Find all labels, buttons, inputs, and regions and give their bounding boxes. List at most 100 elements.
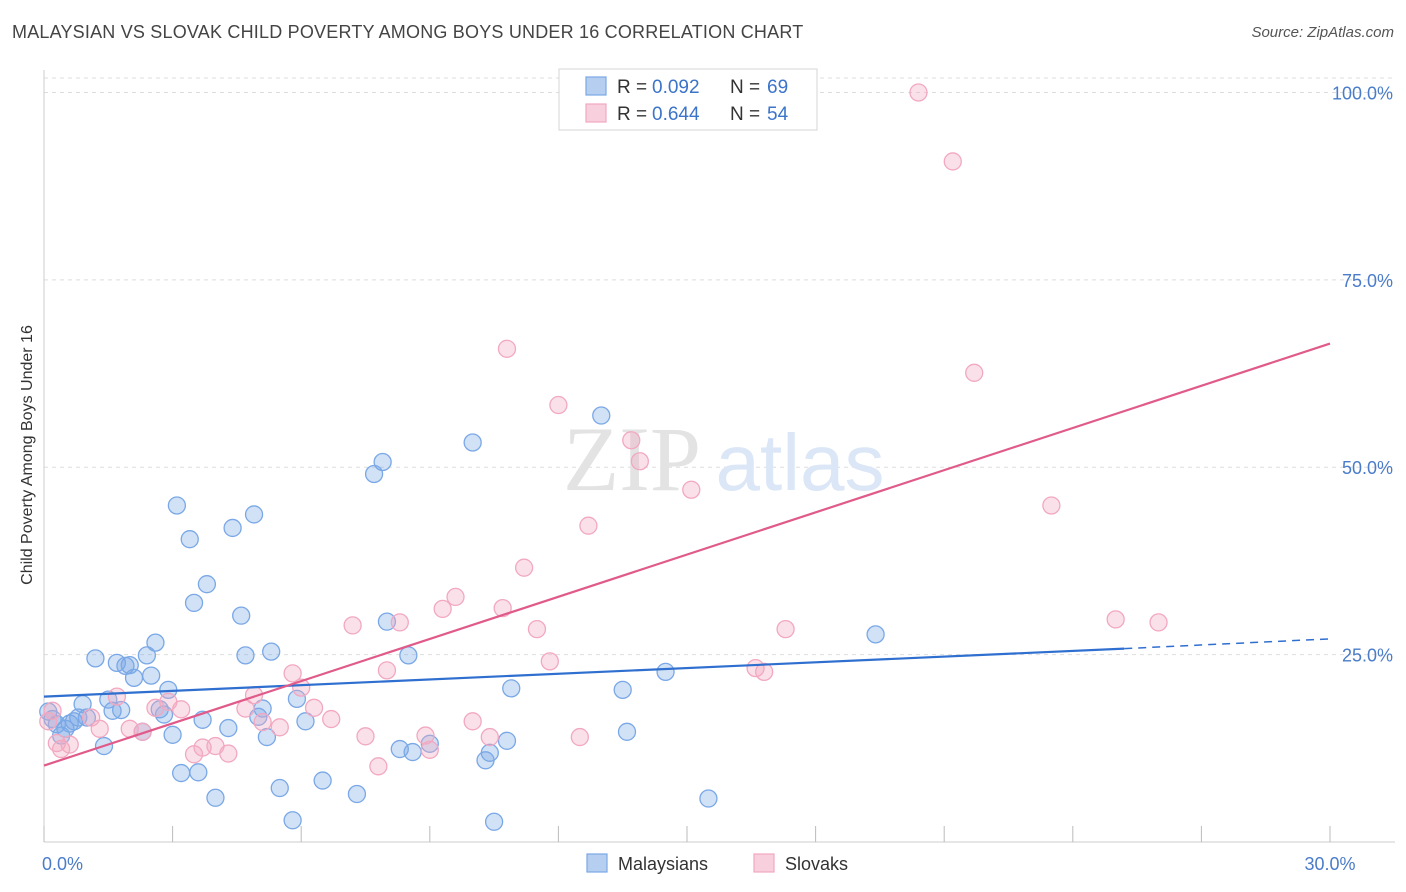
malaysian-point (497, 731, 517, 750)
malaysian-point (219, 718, 238, 738)
malaysian-point (180, 530, 199, 549)
bottom-legend-label: Malaysians (618, 854, 708, 874)
malaysian-point (617, 722, 637, 741)
axes (43, 70, 1395, 843)
malaysian-trend-extension (1124, 638, 1331, 650)
slovak-point (579, 516, 598, 535)
malaysian-point (232, 606, 251, 625)
slovak-point (909, 83, 928, 102)
bottom-legend: Malaysians Slovaks (586, 853, 848, 874)
x-tick-label: 0.0% (42, 854, 83, 874)
chart-title: MALAYSIAN VS SLOVAK CHILD POVERTY AMONG … (12, 22, 804, 42)
slovak-point (1042, 496, 1061, 515)
malaysian-point (373, 452, 392, 472)
slovak-point (107, 687, 127, 706)
slovak-point (622, 431, 641, 450)
legend-swatch (585, 76, 607, 96)
slovak-point (433, 599, 452, 619)
malaysian-point (167, 496, 187, 515)
malaysian-point (197, 575, 217, 594)
legend-n-label: N = (730, 77, 760, 98)
series-slovaks (39, 83, 1168, 776)
slovak-point (549, 395, 568, 415)
slovak-point (343, 616, 362, 635)
malaysian-point (137, 646, 157, 665)
slovak-point (420, 740, 439, 759)
malaysian-point (347, 784, 367, 804)
slovak-point (43, 701, 62, 720)
malaysian-point (77, 708, 97, 727)
slovak-point (527, 619, 547, 639)
malaysian-point (172, 763, 191, 783)
malaysian-point (86, 649, 105, 668)
trend-lines (43, 342, 1331, 767)
slovak-point (965, 363, 984, 382)
malaysian-point (184, 593, 204, 613)
legend-swatch (585, 103, 607, 123)
malaysian-point (244, 505, 264, 524)
slovak-point (322, 709, 341, 729)
malaysian-point (480, 743, 499, 762)
malaysian-point (656, 662, 675, 682)
malaysian-point (283, 811, 302, 830)
tick-labels: 25.0% 50.0% 75.0% 100.0% 0.0% 30.0% (42, 83, 1393, 874)
watermark-atlas: atlas (716, 418, 885, 507)
y-tick-label: 25.0% (1342, 646, 1393, 666)
series-layer (39, 83, 1168, 831)
slovak-point (1106, 610, 1125, 629)
watermark: ZIP atlas (563, 408, 884, 510)
slovak-point (390, 613, 409, 632)
legend: R = 0.092 N = 69 R = 0.644 N = 54 (558, 68, 818, 131)
slovak-point (540, 652, 559, 671)
slovak-point (39, 712, 58, 731)
y-tick-label: 50.0% (1342, 458, 1393, 478)
slovak-point (480, 727, 499, 747)
slovak-point (570, 727, 589, 747)
slovak-point (446, 587, 465, 607)
malaysian-point (613, 680, 632, 699)
slovak-point (219, 744, 238, 763)
slovak-point (133, 722, 152, 741)
malaysian-point (124, 668, 144, 688)
slovak-point (270, 718, 289, 737)
slovak-point (1149, 613, 1168, 632)
slovak-point (630, 452, 649, 471)
gridlines (44, 77, 1395, 656)
malaysian-point (223, 518, 242, 538)
slovak-point (514, 558, 534, 577)
legend-n-value: 69 (767, 77, 788, 98)
malaysian-point (142, 666, 161, 685)
slovak-point (172, 700, 191, 719)
legend-r-label: R = (617, 104, 647, 125)
slovak-point (943, 152, 962, 171)
slovak-point (682, 480, 701, 499)
legend-n-value: 54 (767, 104, 789, 125)
legend-r-value: 0.092 (652, 77, 700, 98)
malaysian-trend-line (43, 647, 1125, 698)
x-tick-label: 30.0% (1304, 854, 1355, 874)
malaysian-point (296, 712, 315, 731)
malaysian-point (189, 763, 208, 782)
source-credit: Source: ZipAtlas.com (1251, 24, 1394, 41)
malaysian-point (206, 788, 225, 807)
malaysian-point (287, 689, 307, 708)
slovak-point (304, 698, 324, 717)
slovak-point (90, 719, 109, 738)
slovak-point (755, 662, 774, 682)
slovak-point (60, 735, 79, 754)
malaysian-point (399, 646, 418, 665)
legend-n-label: N = (730, 104, 760, 125)
slovak-trend-line (43, 342, 1331, 767)
y-tick-label: 75.0% (1342, 271, 1393, 291)
malaysian-point (463, 433, 482, 452)
malaysian-point (270, 778, 289, 798)
malaysian-point (420, 734, 439, 753)
malaysian-point (699, 789, 718, 808)
slovak-point (493, 599, 512, 618)
bottom-legend-label: Slovaks (785, 854, 848, 874)
slovak-point (776, 619, 795, 639)
malaysian-point (262, 642, 281, 661)
slovak-point (51, 739, 71, 759)
slovak-point (283, 664, 302, 683)
slovak-point (377, 661, 397, 680)
